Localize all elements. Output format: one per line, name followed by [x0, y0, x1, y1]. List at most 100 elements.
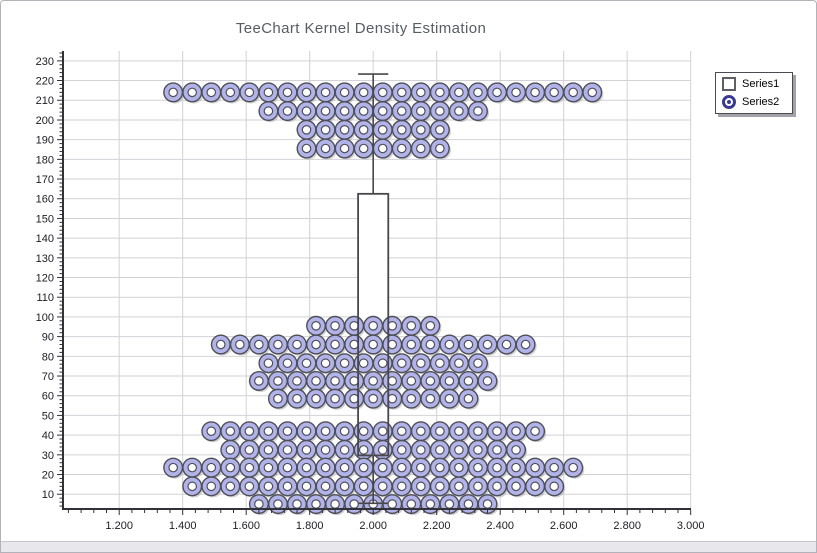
scatter-point-hole: [511, 426, 521, 436]
scatter-point-hole: [492, 445, 502, 455]
scatter-point-hole: [387, 499, 398, 509]
scatter-point-hole: [263, 445, 274, 455]
scatter-point-hole: [244, 426, 255, 436]
scatter-point-hole: [301, 87, 312, 98]
scatter-point-hole: [444, 339, 455, 350]
scatter-point-hole: [292, 376, 302, 386]
scatter-point-hole: [416, 143, 426, 154]
scatter-point-hole: [282, 426, 293, 436]
scatter-point-hole: [263, 358, 274, 369]
scatter-point-hole: [301, 106, 312, 116]
x-axis-tick-label: 1.600: [232, 520, 260, 532]
scatter-point-hole: [387, 376, 398, 386]
scatter-point-hole: [435, 445, 445, 455]
scatter-point-hole: [492, 462, 502, 473]
scatter-point-hole: [396, 87, 407, 98]
scatter-point-hole: [482, 376, 493, 386]
scatter-point-hole: [254, 376, 264, 386]
scatter-point-hole: [368, 320, 378, 331]
scatter-point-hole: [339, 106, 350, 116]
scatter-point-hole: [387, 320, 398, 331]
scatter-point-hole: [320, 462, 331, 473]
scatter-point-hole: [168, 87, 178, 98]
scatter-point-hole: [435, 462, 445, 473]
y-axis-tick-label: 10: [42, 489, 54, 501]
scatter-point-hole: [454, 462, 464, 473]
scatter-point-hole: [358, 445, 369, 455]
x-axis-tick-label: 3.000: [677, 520, 705, 532]
scatter-point-hole: [263, 462, 274, 473]
scatter-point-hole: [473, 358, 483, 369]
scatter-point-hole: [377, 124, 388, 135]
scatter-point-hole: [406, 499, 417, 509]
scatter-point-hole: [387, 339, 398, 350]
kde-chart: 230 220 210 200 190 180 170 160 150 140 130 120 110 1…: [36, 51, 705, 532]
scatter-point-hole: [320, 106, 331, 116]
scatter-point-hole: [292, 499, 302, 509]
scatter-point-hole: [358, 106, 369, 116]
scatter-point-hole: [301, 358, 312, 369]
scatter-point-hole: [396, 106, 407, 116]
scatter-point-hole: [339, 87, 350, 98]
scatter-point-hole: [396, 358, 407, 369]
x-axis-tick-label: 1.400: [169, 520, 197, 532]
scatter-point-hole: [492, 481, 502, 492]
x-axis-tick-label: 2.400: [486, 520, 514, 532]
scatter-point-hole: [235, 339, 245, 350]
scatter-point-hole: [282, 87, 293, 98]
scatter-point-hole: [349, 339, 359, 350]
scatter-point-hole: [263, 481, 274, 492]
scatter-point-hole: [187, 462, 198, 473]
x-axis-tick-label: 1.800: [296, 520, 324, 532]
scatter-point-hole: [168, 462, 178, 473]
scatter-point-hole: [416, 124, 426, 135]
legend-item-series2: Series2: [722, 95, 786, 109]
scatter-point-hole: [425, 339, 436, 350]
scatter-point-hole: [482, 339, 493, 350]
scatter-point-hole: [282, 462, 293, 473]
scatter-point-hole: [244, 462, 255, 473]
scatter-point-hole: [301, 124, 312, 135]
scatter-point-hole: [587, 87, 598, 98]
scatter-point-hole: [254, 499, 264, 509]
scatter-point-hole: [215, 339, 226, 350]
scatter-point-hole: [425, 376, 436, 386]
scatter-point-hole: [473, 481, 483, 492]
y-axis-tick-label: 90: [42, 332, 54, 344]
scatter-point-hole: [301, 445, 312, 455]
scatter-point-hole: [187, 481, 198, 492]
x-axis-tick-label: 2.000: [359, 520, 387, 532]
chart-title: TeeChart Kernel Density Estimation: [235, 20, 487, 37]
legend-item-series1: Series1: [722, 77, 786, 91]
scatter-point-hole: [273, 339, 283, 350]
y-axis-tick-label: 210: [36, 95, 54, 107]
scatter-point-hole: [568, 462, 579, 473]
series1-square-icon: [722, 77, 736, 91]
scatter-point-hole: [425, 320, 436, 331]
y-axis-tick-label: 20: [42, 470, 54, 482]
scatter-point-hole: [330, 376, 340, 386]
scatter-point-hole: [311, 393, 321, 404]
scatter-point-hole: [282, 106, 293, 116]
scatter-point-hole: [530, 426, 540, 436]
y-axis-tick-label: 70: [42, 371, 54, 383]
scatter-point-hole: [473, 445, 483, 455]
scatter-point-hole: [311, 339, 321, 350]
scatter-point-hole: [339, 124, 350, 135]
scatter-point-hole: [339, 462, 350, 473]
scatter-point-hole: [435, 481, 445, 492]
scatter-point-hole: [454, 481, 464, 492]
y-axis-tick-label: 40: [42, 430, 54, 442]
scatter-point-hole: [416, 106, 426, 116]
scatter-point-hole: [349, 499, 359, 509]
scatter-point-hole: [492, 87, 502, 98]
y-axis-tick-label: 190: [36, 135, 54, 147]
scatter-point-hole: [358, 358, 369, 369]
scatter-point-hole: [377, 462, 388, 473]
scatter-point-hole: [320, 124, 331, 135]
scatter-point-hole: [292, 339, 302, 350]
scatter-point-hole: [368, 339, 378, 350]
scatter-point-hole: [206, 87, 217, 98]
scatter-point-hole: [225, 462, 236, 473]
